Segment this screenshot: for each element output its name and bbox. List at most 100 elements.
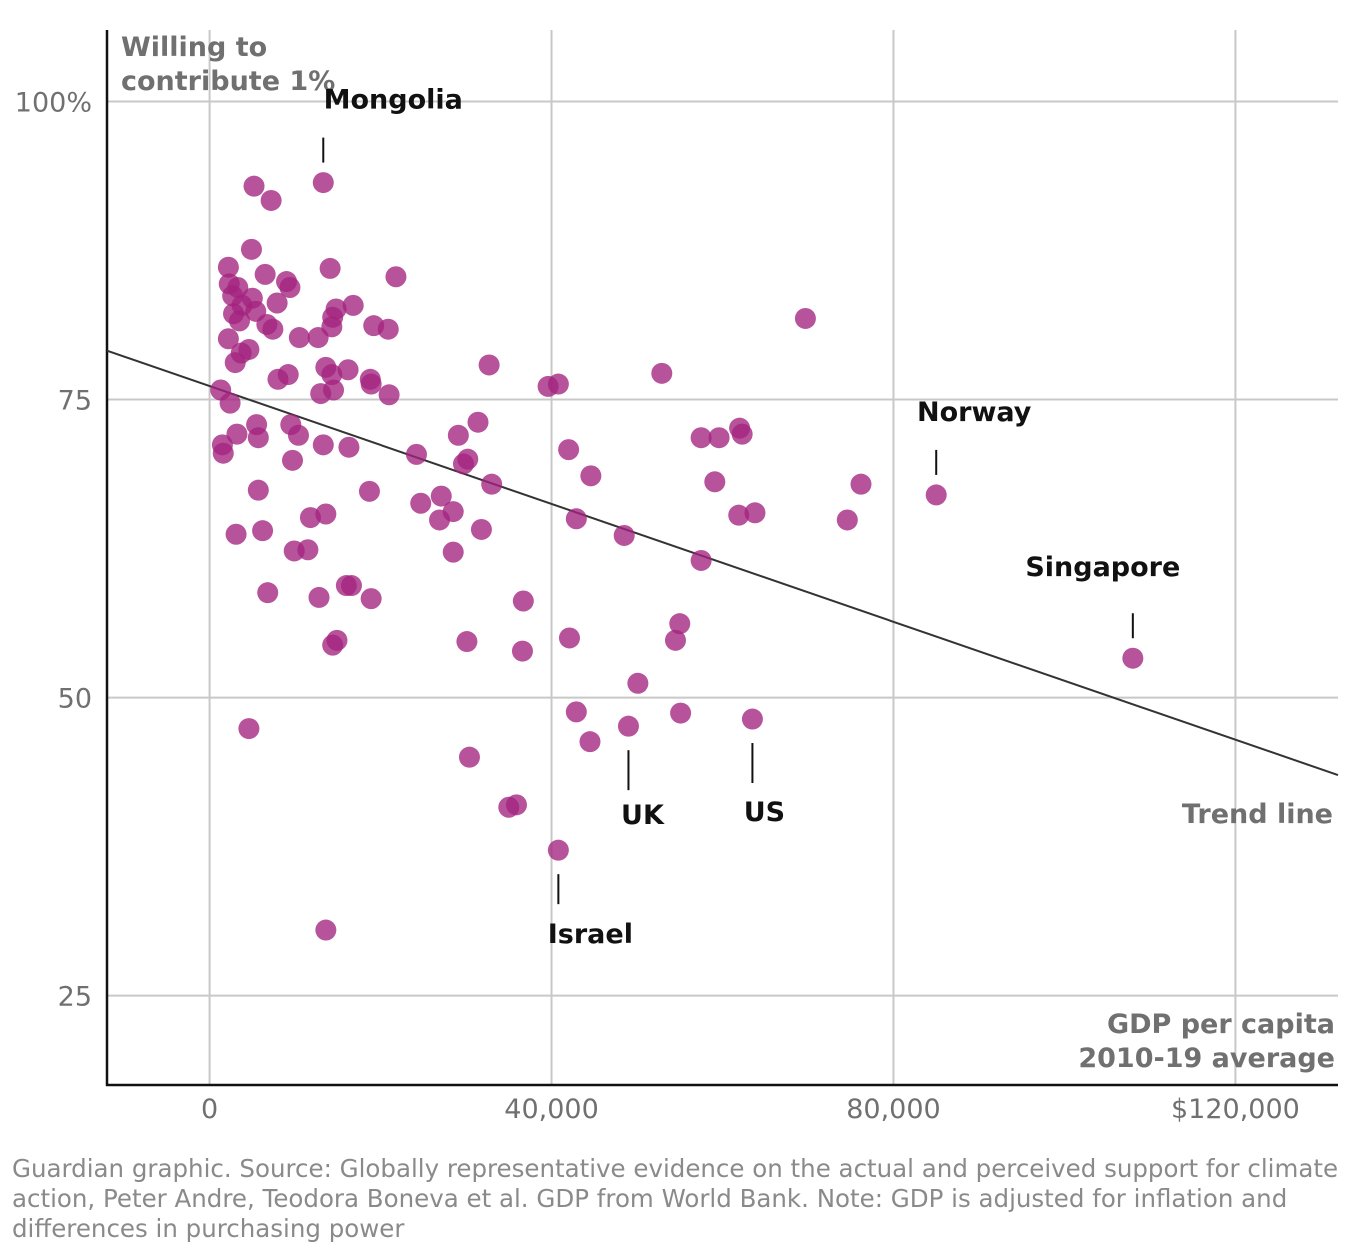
data-point (704, 471, 726, 493)
data-point (511, 640, 533, 662)
data-point (247, 427, 269, 449)
data-point (651, 362, 673, 384)
y-tick-label: 50 (58, 684, 92, 715)
data-point (850, 473, 872, 495)
data-point (547, 839, 569, 861)
data-point (613, 524, 635, 546)
data-point (690, 427, 712, 449)
y-axis-title-line: Willing to (121, 32, 267, 63)
data-point (360, 373, 382, 395)
data-point (447, 424, 469, 446)
data-point (212, 442, 234, 464)
data-point (731, 423, 753, 445)
source-note: Guardian graphic. Source: Globally repre… (12, 1154, 1339, 1243)
data-point (257, 582, 279, 604)
tick-labels: 0 40,000 80,000 $120,000 100% 75 50 25 (15, 88, 1300, 1125)
data-point (224, 352, 246, 374)
data-point (405, 443, 427, 465)
data-point (728, 504, 750, 526)
x-tick-label: $120,000 (1171, 1094, 1300, 1125)
data-point (744, 502, 766, 524)
data-point (669, 613, 691, 635)
data-point (217, 256, 239, 278)
annotation-label: UK (621, 800, 665, 831)
data-point (238, 718, 260, 740)
data-point (565, 508, 587, 530)
y-tick-label: 75 (58, 386, 92, 417)
y-tick-label: 100% (15, 88, 92, 119)
data-point (385, 266, 407, 288)
data-point (229, 310, 251, 332)
data-point (430, 485, 452, 507)
data-point (452, 453, 474, 475)
data-point (558, 439, 580, 461)
data-point (279, 276, 301, 298)
annotation-label: Norway (917, 397, 1032, 428)
x-tick-label: 80,000 (846, 1094, 940, 1125)
trend-line-label: Trend line (1182, 799, 1333, 830)
trend-line (106, 349, 1339, 777)
data-point (708, 427, 730, 449)
data-point (505, 794, 527, 816)
data-point (254, 263, 276, 285)
y-tick-label: 25 (58, 982, 92, 1013)
data-point (565, 701, 587, 723)
data-point (741, 708, 763, 730)
data-point (378, 384, 400, 406)
data-point (321, 364, 343, 386)
x-axis-title-line: GDP per capita (1107, 1009, 1335, 1040)
axes (105, 30, 1338, 1087)
trend-line-group: Trend line (106, 349, 1339, 830)
data-point (247, 479, 269, 501)
data-point (337, 359, 359, 381)
data-point (266, 292, 288, 314)
x-tick-label: 40,000 (504, 1094, 598, 1125)
data-point (322, 634, 344, 656)
data-point (307, 327, 329, 349)
data-point (287, 424, 309, 446)
annotations: Mongolia Norway Singapore UK US Israel (322, 85, 1180, 950)
data-point (260, 189, 282, 211)
data-point (627, 672, 649, 694)
data-point (1122, 647, 1144, 669)
data-point (429, 509, 451, 531)
data-point (319, 257, 341, 279)
data-point (547, 373, 569, 395)
data-point (240, 238, 262, 260)
data-point (617, 715, 639, 737)
data-point (267, 368, 289, 390)
data-point (458, 746, 480, 768)
data-point (360, 588, 382, 610)
data-point (338, 436, 360, 458)
annotation-label: Mongolia (324, 85, 463, 116)
data-point (467, 411, 489, 433)
annotation-label: Israel (548, 919, 633, 950)
data-point (664, 629, 686, 651)
data-point (512, 590, 534, 612)
data-point (836, 509, 858, 531)
data-point (579, 731, 601, 753)
data-point (670, 702, 692, 724)
data-point (442, 541, 464, 563)
data-point (690, 549, 712, 571)
data-point (262, 318, 284, 340)
data-point (310, 383, 332, 405)
data-point (470, 518, 492, 540)
data-point (308, 586, 330, 608)
data-point (478, 354, 500, 376)
data-point (315, 919, 337, 941)
data-point (283, 540, 305, 562)
data-point (219, 392, 241, 414)
data-point (225, 523, 247, 545)
data-point (226, 423, 248, 445)
data-point (456, 631, 478, 653)
data-point (312, 434, 334, 456)
x-axis-title-line: 2010-19 average (1078, 1043, 1335, 1074)
data-point (377, 318, 399, 340)
data-point (243, 175, 265, 197)
data-point (410, 492, 432, 514)
annotation-label: Singapore (1025, 552, 1180, 583)
